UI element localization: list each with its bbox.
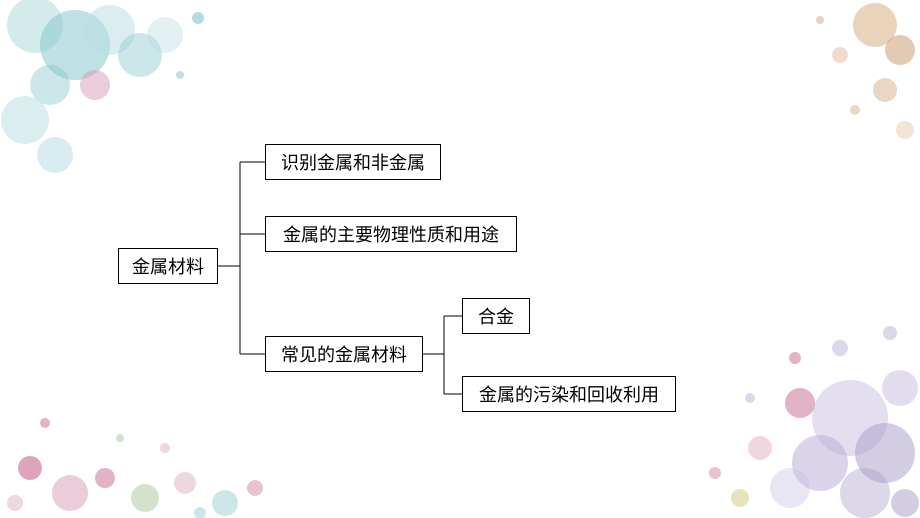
node-pollution-recycling: 金属的污染和回收利用	[462, 376, 676, 412]
node-identify-metals-label: 识别金属和非金属	[281, 149, 425, 175]
node-root-label: 金属材料	[132, 253, 204, 279]
node-physical-properties-label: 金属的主要物理性质和用途	[283, 221, 499, 247]
node-common-materials: 常见的金属材料	[265, 336, 423, 372]
node-root: 金属材料	[118, 248, 218, 284]
watercolor-top-left	[0, 0, 250, 200]
node-identify-metals: 识别金属和非金属	[265, 144, 441, 180]
node-common-materials-label: 常见的金属材料	[281, 341, 407, 367]
node-physical-properties: 金属的主要物理性质和用途	[265, 216, 517, 252]
node-alloy-label: 合金	[478, 303, 514, 329]
node-pollution-recycling-label: 金属的污染和回收利用	[479, 381, 659, 407]
watercolor-top-right	[780, 0, 920, 160]
node-alloy: 合金	[462, 298, 530, 334]
watercolor-bottom-left	[0, 348, 280, 518]
watercolor-bottom-right	[640, 238, 920, 518]
